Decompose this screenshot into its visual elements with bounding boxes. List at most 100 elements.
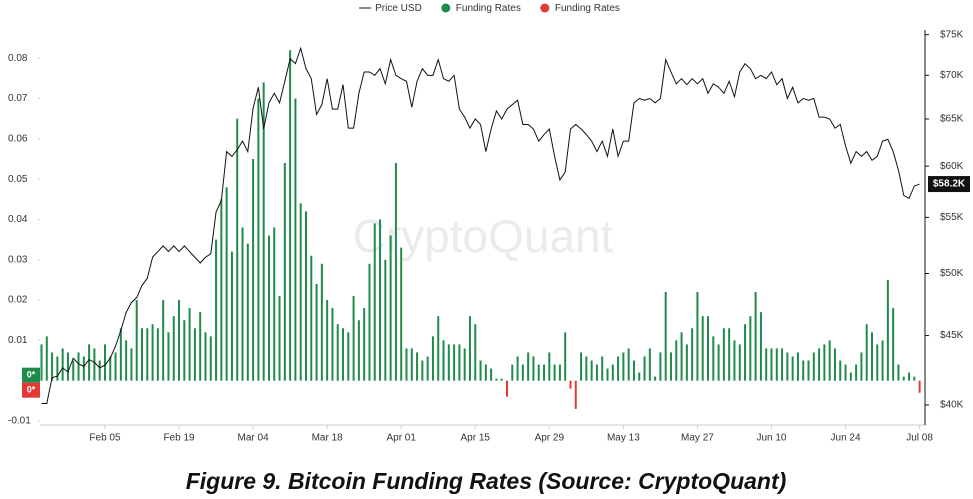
bar xyxy=(431,336,434,381)
bar xyxy=(537,364,540,381)
bar xyxy=(220,199,223,381)
bar xyxy=(109,356,112,381)
bar xyxy=(204,332,207,381)
bar xyxy=(437,316,440,381)
bar xyxy=(532,356,535,381)
bar xyxy=(421,360,424,381)
bar xyxy=(199,312,202,381)
bar xyxy=(495,378,498,381)
bar xyxy=(252,158,255,381)
bar xyxy=(765,348,768,381)
bar xyxy=(881,340,884,381)
bar xyxy=(870,332,873,381)
bar xyxy=(230,251,233,381)
bar xyxy=(114,352,117,381)
bar xyxy=(823,344,826,381)
bar xyxy=(691,328,694,381)
bar xyxy=(146,328,149,381)
bar xyxy=(585,356,588,381)
bar xyxy=(775,348,778,381)
bar xyxy=(897,364,900,381)
y-tick-label: -0.01 xyxy=(8,416,31,427)
x-tick-label: Apr 01 xyxy=(386,433,416,444)
bar xyxy=(384,259,387,381)
bar xyxy=(654,376,657,381)
bar xyxy=(680,332,683,381)
bar xyxy=(342,328,345,381)
bar xyxy=(458,344,461,381)
bar xyxy=(66,352,69,381)
bar xyxy=(908,372,911,381)
bar xyxy=(320,263,323,381)
bar xyxy=(151,324,154,381)
bar xyxy=(754,291,757,381)
bar xyxy=(844,364,847,381)
bar xyxy=(88,344,91,381)
bar xyxy=(363,308,366,381)
bar xyxy=(669,352,672,381)
zero-tag-bg xyxy=(22,382,40,398)
bar xyxy=(564,332,567,381)
bar xyxy=(886,279,889,381)
bar xyxy=(103,344,106,381)
bar xyxy=(913,376,916,381)
bar xyxy=(468,316,471,381)
y2-tick-label: $75K xyxy=(940,29,964,40)
bar xyxy=(289,50,292,381)
bar xyxy=(548,352,551,381)
bar xyxy=(273,227,276,381)
bar xyxy=(595,364,598,381)
bar xyxy=(236,118,239,381)
bar xyxy=(818,348,821,381)
x-tick-label: Jun 24 xyxy=(831,433,861,444)
bar xyxy=(294,98,297,381)
bar xyxy=(759,312,762,381)
bar xyxy=(246,243,249,381)
bar xyxy=(807,360,810,381)
price-line xyxy=(41,46,920,404)
bar xyxy=(617,356,620,381)
bar xyxy=(241,227,244,381)
bar xyxy=(505,380,508,397)
x-tick-label: Mar 04 xyxy=(238,433,270,444)
bar xyxy=(119,328,122,381)
caption: Figure 9. Bitcoin Funding Rates (Source:… xyxy=(186,468,787,494)
bar xyxy=(453,344,456,381)
bar xyxy=(389,235,392,381)
bar xyxy=(828,340,831,381)
x-tick-label: Feb 05 xyxy=(89,433,121,444)
bar xyxy=(416,352,419,381)
bar xyxy=(490,368,493,381)
bar xyxy=(188,308,191,381)
bar xyxy=(627,348,630,381)
bar xyxy=(553,364,556,381)
bar xyxy=(606,368,609,381)
zero-tag: 0* xyxy=(27,370,36,380)
bar xyxy=(51,352,54,381)
bar xyxy=(511,364,514,381)
bar xyxy=(738,344,741,381)
bar xyxy=(304,211,307,381)
zero-tag-bg xyxy=(22,367,40,383)
bar xyxy=(310,255,313,381)
bar xyxy=(40,344,43,381)
y-tick-label: 0.05 xyxy=(8,174,28,185)
bar xyxy=(569,380,572,389)
bar xyxy=(590,360,593,381)
bar xyxy=(125,340,128,381)
bar xyxy=(400,247,403,381)
bar xyxy=(786,352,789,381)
bar xyxy=(722,328,725,381)
bar xyxy=(791,356,794,381)
legend-label: Price USD xyxy=(375,3,422,14)
bar xyxy=(410,348,413,381)
bar xyxy=(744,324,747,381)
legend-swatch xyxy=(540,3,550,13)
bar xyxy=(892,308,895,381)
bar xyxy=(664,291,667,381)
bar xyxy=(675,340,678,381)
bar xyxy=(315,283,318,381)
bar xyxy=(283,163,286,381)
bar xyxy=(394,163,397,381)
